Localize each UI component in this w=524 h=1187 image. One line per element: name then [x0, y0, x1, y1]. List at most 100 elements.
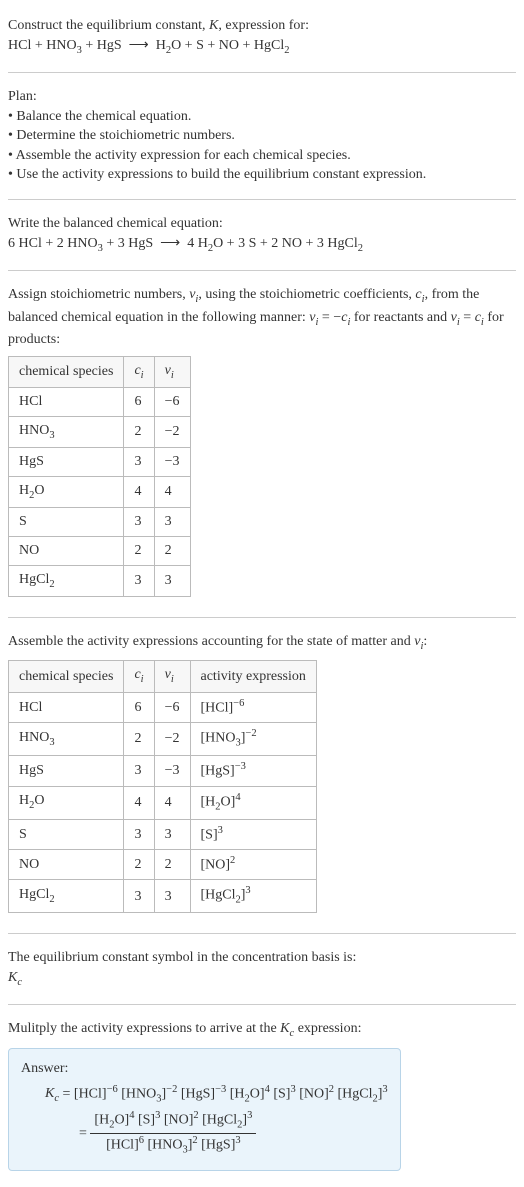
fraction-denominator: [HCl]6 [HNO3]2 [HgS]3 [90, 1134, 256, 1158]
cell: 6 [124, 692, 154, 722]
cell: 3 [124, 880, 154, 913]
cell: −6 [154, 692, 190, 722]
cell: S [9, 508, 124, 537]
table-row: HCl6−6[HCl]−6 [9, 692, 317, 722]
cell: 3 [124, 448, 154, 477]
col-ci: ci [124, 356, 154, 387]
symbol-intro: The equilibrium constant symbol in the c… [8, 948, 516, 968]
cell: 3 [154, 508, 190, 537]
cell: 4 [124, 476, 154, 507]
cell: H2O [9, 786, 124, 819]
cell: [HgS]−3 [190, 756, 316, 786]
cell: HgCl2 [9, 880, 124, 913]
answer-line2: = [H2O]4 [S]3 [NO]2 [HgCl2]3 [HCl]6 [HNO… [45, 1109, 388, 1158]
cell: HgS [9, 448, 124, 477]
cell: 2 [124, 416, 154, 447]
table-row: HCl6−6 [9, 388, 191, 417]
balanced-intro: Write the balanced chemical equation: [8, 214, 516, 234]
cell: [HCl]−6 [190, 692, 316, 722]
header-equation: HCl + HNO3 + HgS ⟶ H2O + S + NO + HgCl2 [8, 36, 516, 58]
cell: 6 [124, 388, 154, 417]
table-row: H2O44 [9, 476, 191, 507]
cell: [NO]2 [190, 850, 316, 880]
cell: HCl [9, 388, 124, 417]
cell: 2 [124, 850, 154, 880]
cell: 4 [124, 786, 154, 819]
cell: HgCl2 [9, 565, 124, 596]
table-row: S33[S]3 [9, 819, 317, 849]
cell: NO [9, 850, 124, 880]
cell: 3 [154, 565, 190, 596]
cell: 2 [124, 723, 154, 756]
cell: 2 [154, 536, 190, 565]
table-row: HNO32−2[HNO3]−2 [9, 723, 317, 756]
table-row: NO22 [9, 536, 191, 565]
multiply-intro: Mulitply the activity expressions to arr… [8, 1019, 516, 1041]
stoich-table: chemical species ci νi HCl6−6 HNO32−2 Hg… [8, 356, 191, 597]
cell: −6 [154, 388, 190, 417]
table-row: HgCl233[HgCl2]3 [9, 880, 317, 913]
fraction-numerator: [H2O]4 [S]3 [NO]2 [HgCl2]3 [90, 1109, 256, 1134]
stoich-block: Assign stoichiometric numbers, νi, using… [8, 277, 516, 611]
activity-intro: Assemble the activity expressions accoun… [8, 632, 516, 654]
cell: [H2O]4 [190, 786, 316, 819]
plan-item: • Determine the stoichiometric numbers. [8, 126, 516, 146]
divider [8, 933, 516, 934]
divider [8, 617, 516, 618]
col-species: chemical species [9, 661, 124, 692]
cell: 2 [124, 536, 154, 565]
cell: −2 [154, 416, 190, 447]
cell: 3 [154, 819, 190, 849]
cell: [HNO3]−2 [190, 723, 316, 756]
table-row: NO22[NO]2 [9, 850, 317, 880]
col-ci: ci [124, 661, 154, 692]
table-row: H2O44[H2O]4 [9, 786, 317, 819]
col-activity: activity expression [190, 661, 316, 692]
cell: H2O [9, 476, 124, 507]
divider [8, 199, 516, 200]
table-header-row: chemical species ci νi [9, 356, 191, 387]
symbol-kc: Kc [8, 968, 516, 990]
fraction: [H2O]4 [S]3 [NO]2 [HgCl2]3 [HCl]6 [HNO3]… [90, 1109, 256, 1158]
cell: S [9, 819, 124, 849]
cell: 3 [124, 756, 154, 786]
balanced-equation: 6 HCl + 2 HNO3 + 3 HgS ⟶ 4 H2O + 3 S + 2… [8, 234, 516, 256]
activity-block: Assemble the activity expressions accoun… [8, 624, 516, 927]
balanced-block: Write the balanced chemical equation: 6 … [8, 206, 516, 264]
plan-item: • Balance the chemical equation. [8, 107, 516, 127]
cell: 3 [154, 880, 190, 913]
cell: 3 [124, 508, 154, 537]
table-row: HgS3−3[HgS]−3 [9, 756, 317, 786]
table-row: S33 [9, 508, 191, 537]
table-header-row: chemical species ci νi activity expressi… [9, 661, 317, 692]
plan-block: Plan: • Balance the chemical equation. •… [8, 79, 516, 193]
divider [8, 270, 516, 271]
col-vi: νi [154, 356, 190, 387]
cell: NO [9, 536, 124, 565]
table-row: HgCl233 [9, 565, 191, 596]
cell: [S]3 [190, 819, 316, 849]
plan-item: • Assemble the activity expression for e… [8, 146, 516, 166]
header-block: Construct the equilibrium constant, K, e… [8, 8, 516, 66]
cell: 4 [154, 476, 190, 507]
cell: 3 [124, 565, 154, 596]
cell: 4 [154, 786, 190, 819]
multiply-block: Mulitply the activity expressions to arr… [8, 1011, 516, 1179]
answer-line1: Kc = [HCl]−6 [HNO3]−2 [HgS]−3 [H2O]4 [S]… [45, 1083, 388, 1107]
stoich-intro: Assign stoichiometric numbers, νi, using… [8, 285, 516, 350]
table-row: HgS3−3 [9, 448, 191, 477]
cell: 3 [124, 819, 154, 849]
answer-label: Answer: [21, 1059, 388, 1079]
cell: [HgCl2]3 [190, 880, 316, 913]
plan-title: Plan: [8, 87, 516, 107]
answer-box: Answer: Kc = [HCl]−6 [HNO3]−2 [HgS]−3 [H… [8, 1048, 401, 1171]
cell: 2 [154, 850, 190, 880]
activity-table: chemical species ci νi activity expressi… [8, 660, 317, 913]
cell: HNO3 [9, 723, 124, 756]
symbol-block: The equilibrium constant symbol in the c… [8, 940, 516, 998]
cell: HgS [9, 756, 124, 786]
divider [8, 72, 516, 73]
col-vi: νi [154, 661, 190, 692]
divider [8, 1004, 516, 1005]
cell: HNO3 [9, 416, 124, 447]
